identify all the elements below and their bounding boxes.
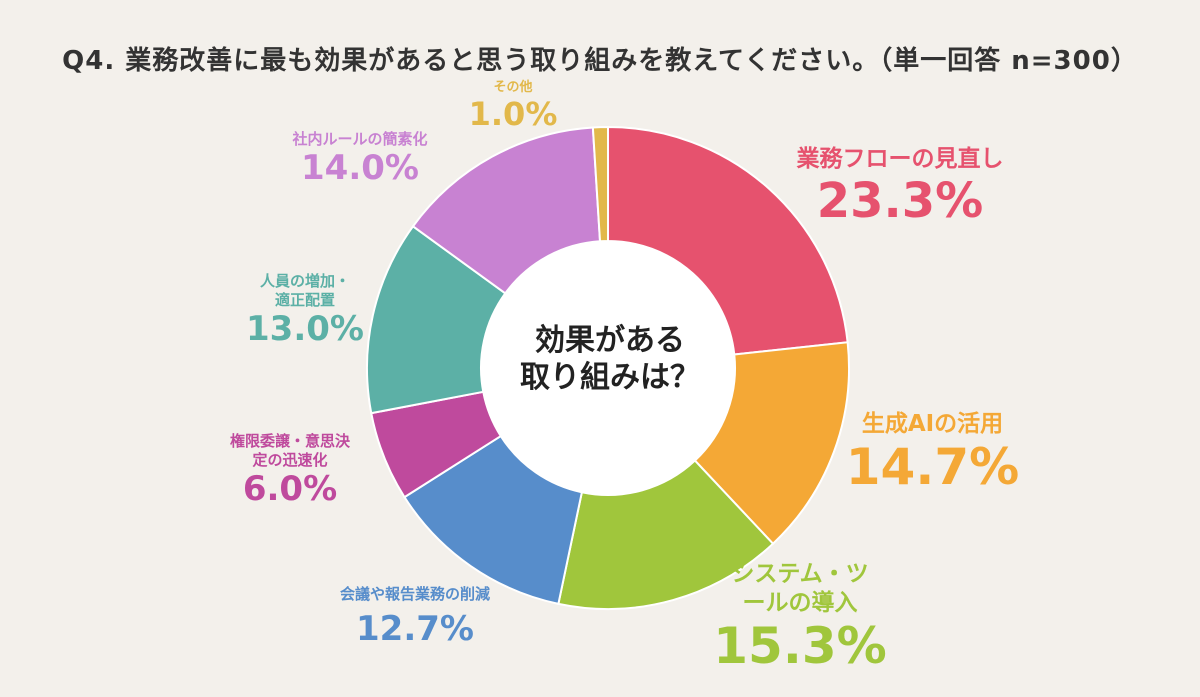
label-other: その他 1.0% bbox=[458, 80, 568, 133]
center-label-line-2: 取り組みは？ bbox=[520, 360, 700, 395]
label-system-tools-name: システム・ツールの導入 bbox=[731, 561, 869, 616]
label-staffing-name: 人員の増加・適正配置 bbox=[259, 272, 350, 309]
label-meeting-reduction-value: 12.7% bbox=[356, 608, 474, 649]
label-workflow-review-value: 23.3% bbox=[816, 172, 984, 229]
label-rule-simplification: 社内ルールの簡素化 14.0% bbox=[275, 130, 445, 188]
label-rule-simplification-value: 14.0% bbox=[301, 147, 419, 188]
label-delegation: 権限委譲・意思決定の迅速化 6.0% bbox=[215, 432, 365, 509]
label-meeting-reduction: 会議や報告業務の削減 12.7% bbox=[305, 585, 525, 649]
label-workflow-review-name: 業務フローの見直し bbox=[796, 146, 1004, 172]
chart-title: Q4. 業務改善に最も効果があると思う取り組みを教えてください。（単一回答 n=… bbox=[62, 46, 1138, 76]
center-label-line-1: 効果がある bbox=[535, 323, 685, 358]
label-genai: 生成AIの活用 14.7% bbox=[845, 410, 1020, 496]
label-staffing: 人員の増加・適正配置 13.0% bbox=[235, 272, 375, 349]
donut-hole bbox=[481, 241, 735, 495]
center-label: 効果がある 取り組みは？ bbox=[510, 322, 710, 396]
label-system-tools-value: 15.3% bbox=[713, 616, 887, 675]
label-delegation-name: 権限委譲・意思決定の迅速化 bbox=[230, 432, 351, 469]
label-other-name: その他 bbox=[493, 80, 533, 95]
label-staffing-value: 13.0% bbox=[246, 308, 364, 349]
label-delegation-value: 6.0% bbox=[242, 468, 338, 509]
label-system-tools: システム・ツールの導入 15.3% bbox=[700, 560, 900, 675]
label-meeting-reduction-name: 会議や報告業務の削減 bbox=[339, 585, 490, 603]
label-genai-value: 14.7% bbox=[845, 437, 1020, 496]
label-workflow-review: 業務フローの見直し 23.3% bbox=[790, 145, 1010, 229]
label-other-value: 1.0% bbox=[468, 95, 558, 134]
label-rule-simplification-name: 社内ルールの簡素化 bbox=[292, 130, 428, 148]
label-genai-name: 生成AIの活用 bbox=[861, 411, 1004, 437]
